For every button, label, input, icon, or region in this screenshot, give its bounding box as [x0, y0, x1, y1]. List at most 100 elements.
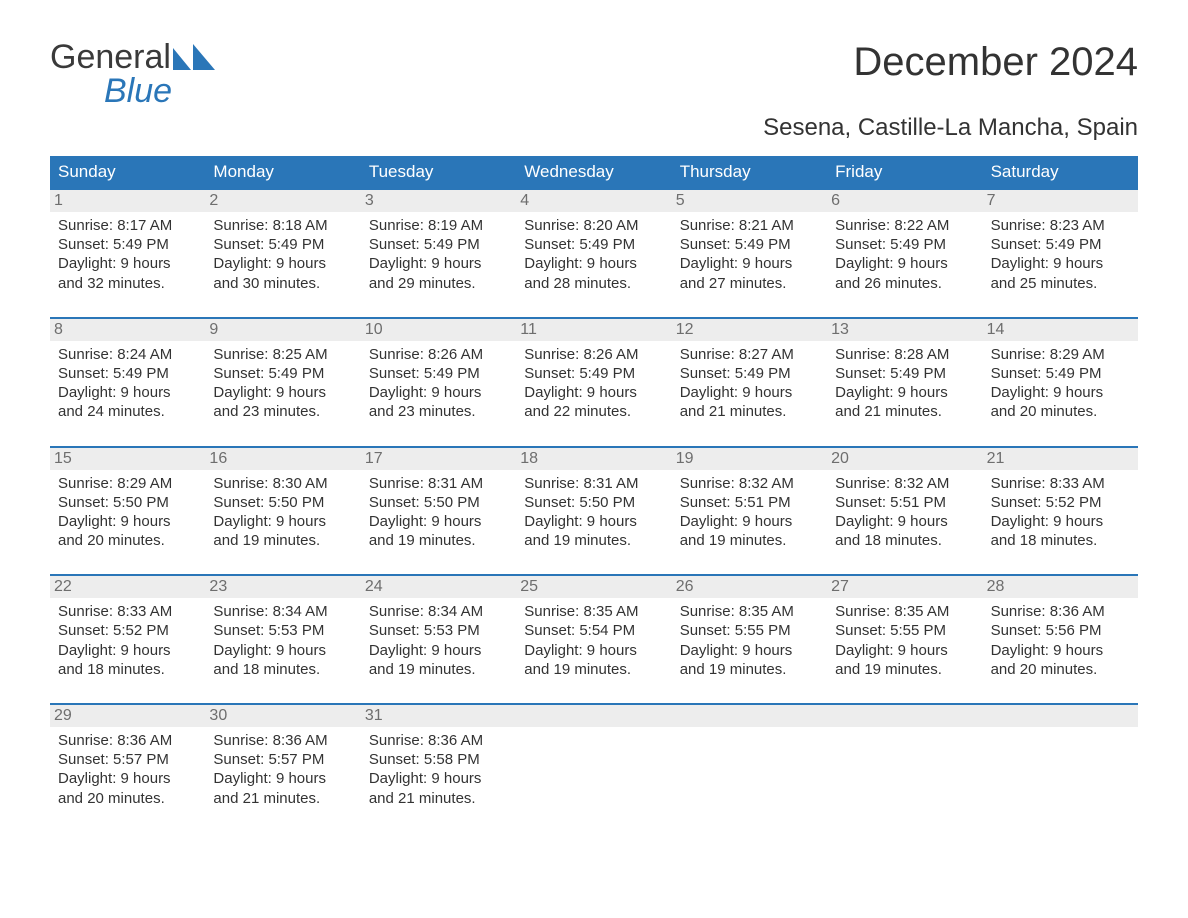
col-friday: Friday	[827, 156, 982, 188]
day-details: Sunrise: 8:29 AMSunset: 5:49 PMDaylight:…	[991, 345, 1130, 422]
daylight-line-2: and 27 minutes.	[680, 274, 819, 293]
daylight-line-2: and 19 minutes.	[835, 660, 974, 679]
day-details: Sunrise: 8:33 AMSunset: 5:52 PMDaylight:…	[58, 602, 197, 679]
sunset-line: Sunset: 5:52 PM	[991, 493, 1130, 512]
daylight-line-2: and 24 minutes.	[58, 402, 197, 421]
day-details: Sunrise: 8:18 AMSunset: 5:49 PMDaylight:…	[213, 216, 352, 293]
day-details: Sunrise: 8:29 AMSunset: 5:50 PMDaylight:…	[58, 474, 197, 551]
calendar-day: 26Sunrise: 8:35 AMSunset: 5:55 PMDayligh…	[672, 574, 827, 683]
daylight-line-1: Daylight: 9 hours	[991, 383, 1130, 402]
sunset-line: Sunset: 5:49 PM	[991, 364, 1130, 383]
day-number: .	[672, 703, 827, 727]
daylight-line-2: and 21 minutes.	[680, 402, 819, 421]
daylight-line-2: and 20 minutes.	[58, 789, 197, 808]
daylight-line-2: and 20 minutes.	[991, 402, 1130, 421]
calendar-day: 19Sunrise: 8:32 AMSunset: 5:51 PMDayligh…	[672, 446, 827, 555]
daylight-line-2: and 30 minutes.	[213, 274, 352, 293]
day-details: Sunrise: 8:20 AMSunset: 5:49 PMDaylight:…	[524, 216, 663, 293]
daylight-line-1: Daylight: 9 hours	[213, 512, 352, 531]
header: General Blue December 2024	[50, 40, 1138, 108]
day-details: Sunrise: 8:23 AMSunset: 5:49 PMDaylight:…	[991, 216, 1130, 293]
day-details: Sunrise: 8:33 AMSunset: 5:52 PMDaylight:…	[991, 474, 1130, 551]
daylight-line-1: Daylight: 9 hours	[213, 769, 352, 788]
calendar-day: 30Sunrise: 8:36 AMSunset: 5:57 PMDayligh…	[205, 703, 360, 812]
sunset-line: Sunset: 5:49 PM	[835, 235, 974, 254]
calendar-day: 20Sunrise: 8:32 AMSunset: 5:51 PMDayligh…	[827, 446, 982, 555]
day-number: 2	[205, 188, 360, 212]
brand-name-part2: Blue	[104, 74, 217, 108]
daylight-line-1: Daylight: 9 hours	[835, 383, 974, 402]
sunrise-line: Sunrise: 8:20 AM	[524, 216, 663, 235]
daylight-line-2: and 29 minutes.	[369, 274, 508, 293]
daylight-line-2: and 19 minutes.	[680, 660, 819, 679]
day-details: Sunrise: 8:35 AMSunset: 5:55 PMDaylight:…	[835, 602, 974, 679]
day-number: 18	[516, 446, 671, 470]
daylight-line-2: and 18 minutes.	[58, 660, 197, 679]
day-number: 11	[516, 317, 671, 341]
daylight-line-1: Daylight: 9 hours	[524, 254, 663, 273]
calendar-day: 28Sunrise: 8:36 AMSunset: 5:56 PMDayligh…	[983, 574, 1138, 683]
calendar-day: 12Sunrise: 8:27 AMSunset: 5:49 PMDayligh…	[672, 317, 827, 426]
sunset-line: Sunset: 5:54 PM	[524, 621, 663, 640]
sunset-line: Sunset: 5:49 PM	[369, 364, 508, 383]
daylight-line-2: and 19 minutes.	[524, 531, 663, 550]
daylight-line-1: Daylight: 9 hours	[835, 641, 974, 660]
calendar-day: 4Sunrise: 8:20 AMSunset: 5:49 PMDaylight…	[516, 188, 671, 297]
daylight-line-2: and 18 minutes.	[835, 531, 974, 550]
sunrise-line: Sunrise: 8:25 AM	[213, 345, 352, 364]
sunset-line: Sunset: 5:55 PM	[835, 621, 974, 640]
daylight-line-1: Daylight: 9 hours	[58, 383, 197, 402]
sunrise-line: Sunrise: 8:34 AM	[213, 602, 352, 621]
sunset-line: Sunset: 5:49 PM	[369, 235, 508, 254]
day-number: 6	[827, 188, 982, 212]
sunset-line: Sunset: 5:52 PM	[58, 621, 197, 640]
daylight-line-1: Daylight: 9 hours	[680, 254, 819, 273]
sunrise-line: Sunrise: 8:35 AM	[680, 602, 819, 621]
calendar-week: 29Sunrise: 8:36 AMSunset: 5:57 PMDayligh…	[50, 703, 1138, 812]
day-number: 28	[983, 574, 1138, 598]
day-details: Sunrise: 8:24 AMSunset: 5:49 PMDaylight:…	[58, 345, 197, 422]
daylight-line-1: Daylight: 9 hours	[524, 641, 663, 660]
day-number: 23	[205, 574, 360, 598]
sunset-line: Sunset: 5:49 PM	[680, 235, 819, 254]
sunset-line: Sunset: 5:57 PM	[58, 750, 197, 769]
brand-flag-icon	[171, 42, 217, 72]
sunrise-line: Sunrise: 8:33 AM	[991, 474, 1130, 493]
daylight-line-1: Daylight: 9 hours	[369, 769, 508, 788]
calendar-day: 31Sunrise: 8:36 AMSunset: 5:58 PMDayligh…	[361, 703, 516, 812]
daylight-line-1: Daylight: 9 hours	[369, 641, 508, 660]
daylight-line-2: and 19 minutes.	[369, 660, 508, 679]
calendar-day: 7Sunrise: 8:23 AMSunset: 5:49 PMDaylight…	[983, 188, 1138, 297]
sunrise-line: Sunrise: 8:28 AM	[835, 345, 974, 364]
calendar-day: 13Sunrise: 8:28 AMSunset: 5:49 PMDayligh…	[827, 317, 982, 426]
calendar-day: 6Sunrise: 8:22 AMSunset: 5:49 PMDaylight…	[827, 188, 982, 297]
calendar-day: 25Sunrise: 8:35 AMSunset: 5:54 PMDayligh…	[516, 574, 671, 683]
col-wednesday: Wednesday	[516, 156, 671, 188]
calendar-day: 18Sunrise: 8:31 AMSunset: 5:50 PMDayligh…	[516, 446, 671, 555]
daylight-line-1: Daylight: 9 hours	[213, 254, 352, 273]
day-details: Sunrise: 8:17 AMSunset: 5:49 PMDaylight:…	[58, 216, 197, 293]
calendar-day: .	[827, 703, 982, 812]
day-number: 30	[205, 703, 360, 727]
sunrise-line: Sunrise: 8:36 AM	[58, 731, 197, 750]
daylight-line-1: Daylight: 9 hours	[991, 512, 1130, 531]
day-number: 5	[672, 188, 827, 212]
day-number: .	[516, 703, 671, 727]
page-subtitle: Sesena, Castille-La Mancha, Spain	[50, 114, 1138, 142]
daylight-line-2: and 19 minutes.	[680, 531, 819, 550]
sunrise-line: Sunrise: 8:26 AM	[369, 345, 508, 364]
sunrise-line: Sunrise: 8:33 AM	[58, 602, 197, 621]
day-number: 24	[361, 574, 516, 598]
day-number: 8	[50, 317, 205, 341]
sunrise-line: Sunrise: 8:26 AM	[524, 345, 663, 364]
daylight-line-2: and 26 minutes.	[835, 274, 974, 293]
day-details: Sunrise: 8:27 AMSunset: 5:49 PMDaylight:…	[680, 345, 819, 422]
calendar-day: .	[516, 703, 671, 812]
sunset-line: Sunset: 5:50 PM	[58, 493, 197, 512]
sunset-line: Sunset: 5:51 PM	[680, 493, 819, 512]
daylight-line-2: and 22 minutes.	[524, 402, 663, 421]
day-number: 31	[361, 703, 516, 727]
day-details: Sunrise: 8:31 AMSunset: 5:50 PMDaylight:…	[369, 474, 508, 551]
calendar-day: 5Sunrise: 8:21 AMSunset: 5:49 PMDaylight…	[672, 188, 827, 297]
calendar-week: 15Sunrise: 8:29 AMSunset: 5:50 PMDayligh…	[50, 446, 1138, 555]
